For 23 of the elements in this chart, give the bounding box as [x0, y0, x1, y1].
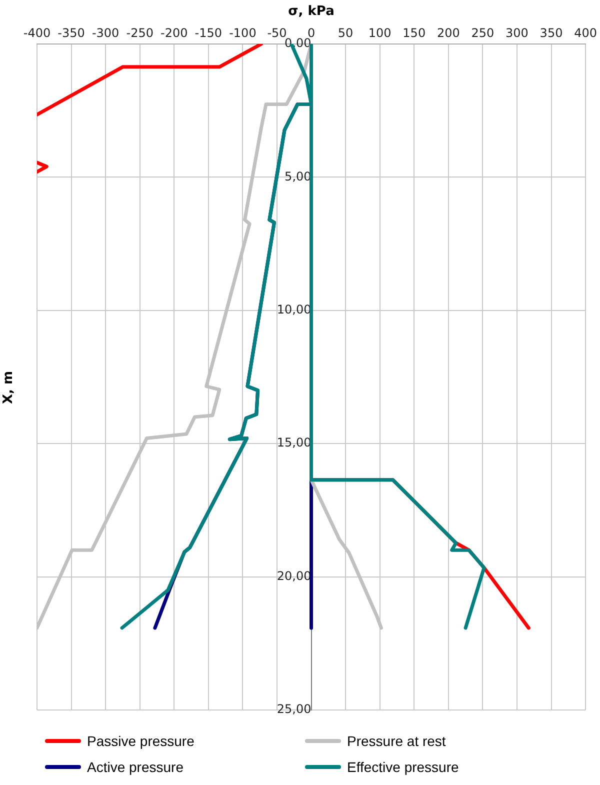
x-tick-label: 150 [402, 26, 426, 40]
x-tick-label: 250 [471, 26, 494, 40]
x-tick-label: 400 [574, 26, 597, 40]
x-tick-label: 50 [338, 26, 354, 40]
x-tick-label: -300 [92, 26, 120, 40]
x-tick-label: -50 [267, 26, 287, 40]
legend-label: Passive pressure [87, 733, 194, 749]
y-axis-title: X, m [1, 370, 16, 404]
x-tick-label: -200 [160, 26, 188, 40]
legend-label: Active pressure [87, 759, 184, 775]
x-tick-label: -350 [58, 26, 85, 40]
legend-label: Effective pressure [347, 759, 459, 775]
x-tick-label: 200 [436, 26, 460, 40]
x-axis-title: σ, kPa [288, 4, 334, 20]
x-tick-label: -100 [229, 26, 256, 40]
x-tick-label: -250 [126, 26, 154, 40]
x-tick-label: -150 [194, 26, 222, 40]
y-tick-label: 25,00 [276, 702, 312, 716]
legend-label: Pressure at rest [347, 733, 446, 749]
x-tick-label: -400 [23, 26, 51, 40]
x-tick-label: 300 [506, 26, 528, 40]
x-tick-label: 350 [540, 26, 563, 40]
x-tick-label: 100 [368, 26, 392, 40]
